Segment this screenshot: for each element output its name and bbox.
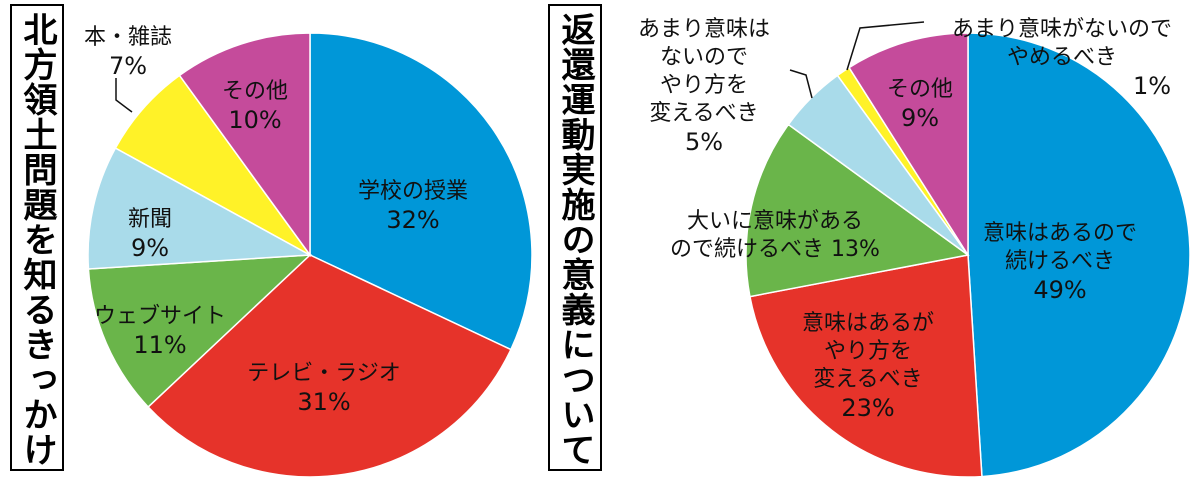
slice-label-0-1: テレビ・ラジオ 31%: [247, 361, 401, 416]
pie-slice-0-3: [87, 147, 313, 270]
slice-label-0-3: 新聞 9%: [128, 207, 172, 262]
slice-label-1-2: 大いに意味があるので続けるべき 13%: [670, 209, 880, 262]
leader-line-0-4: [115, 78, 133, 113]
slice-label-1-3: あまり意味はないのでやり方を変えるべき 5%: [638, 17, 770, 156]
slice-label-0-2: ウェブサイト 11%: [94, 304, 226, 359]
right-chart-title-text: 返還運動実施の意義について: [555, 12, 595, 467]
slice-label-1-4: あまり意味がないのでやめるべき1%: [952, 17, 1172, 100]
pie-slice-0-1: [147, 254, 512, 477]
left-chart-title: 北方領土問題を知るきっかけ: [10, 4, 64, 471]
left-chart-title-text: 北方領土問題を知るきっかけ: [17, 12, 57, 467]
pie-slice-1-0: [967, 32, 1191, 477]
pie-slice-1-5: [848, 32, 969, 258]
slice-label-0-4: 本・雑誌 7%: [84, 25, 172, 80]
pie-slice-1-2: [745, 123, 970, 298]
slice-label-1-5: その他 9%: [887, 77, 953, 132]
pie-slice-0-2: [87, 254, 313, 409]
pie-chart-left: 学校の授業 32% テレビ・ラジオ 31% ウェブサイト 11% 新聞 9% 本・雑誌 7% その他…: [84, 25, 533, 477]
slice-label-1-0: 意味はあるので続けるべき 49%: [983, 221, 1137, 304]
pie-slice-0-0: [309, 32, 533, 351]
pie-slice-0-5: [178, 32, 311, 258]
pie-slice-1-1: [749, 254, 983, 477]
slice-label-0-0: 学校の授業 32%: [358, 179, 468, 234]
leader-line-1-4: [846, 21, 925, 71]
leader-line-1-3: [789, 69, 813, 99]
slice-label-0-5: その他 10%: [222, 79, 288, 134]
pie-chart-right: 意味はあるので続けるべき 49% 意味はあるがやり方を変えるべき 23% 大いに意味があ…: [638, 17, 1191, 477]
slice-label-1-1: 意味はあるがやり方を変えるべき 23%: [802, 311, 934, 422]
right-chart-title: 返還運動実施の意義について: [548, 4, 602, 471]
